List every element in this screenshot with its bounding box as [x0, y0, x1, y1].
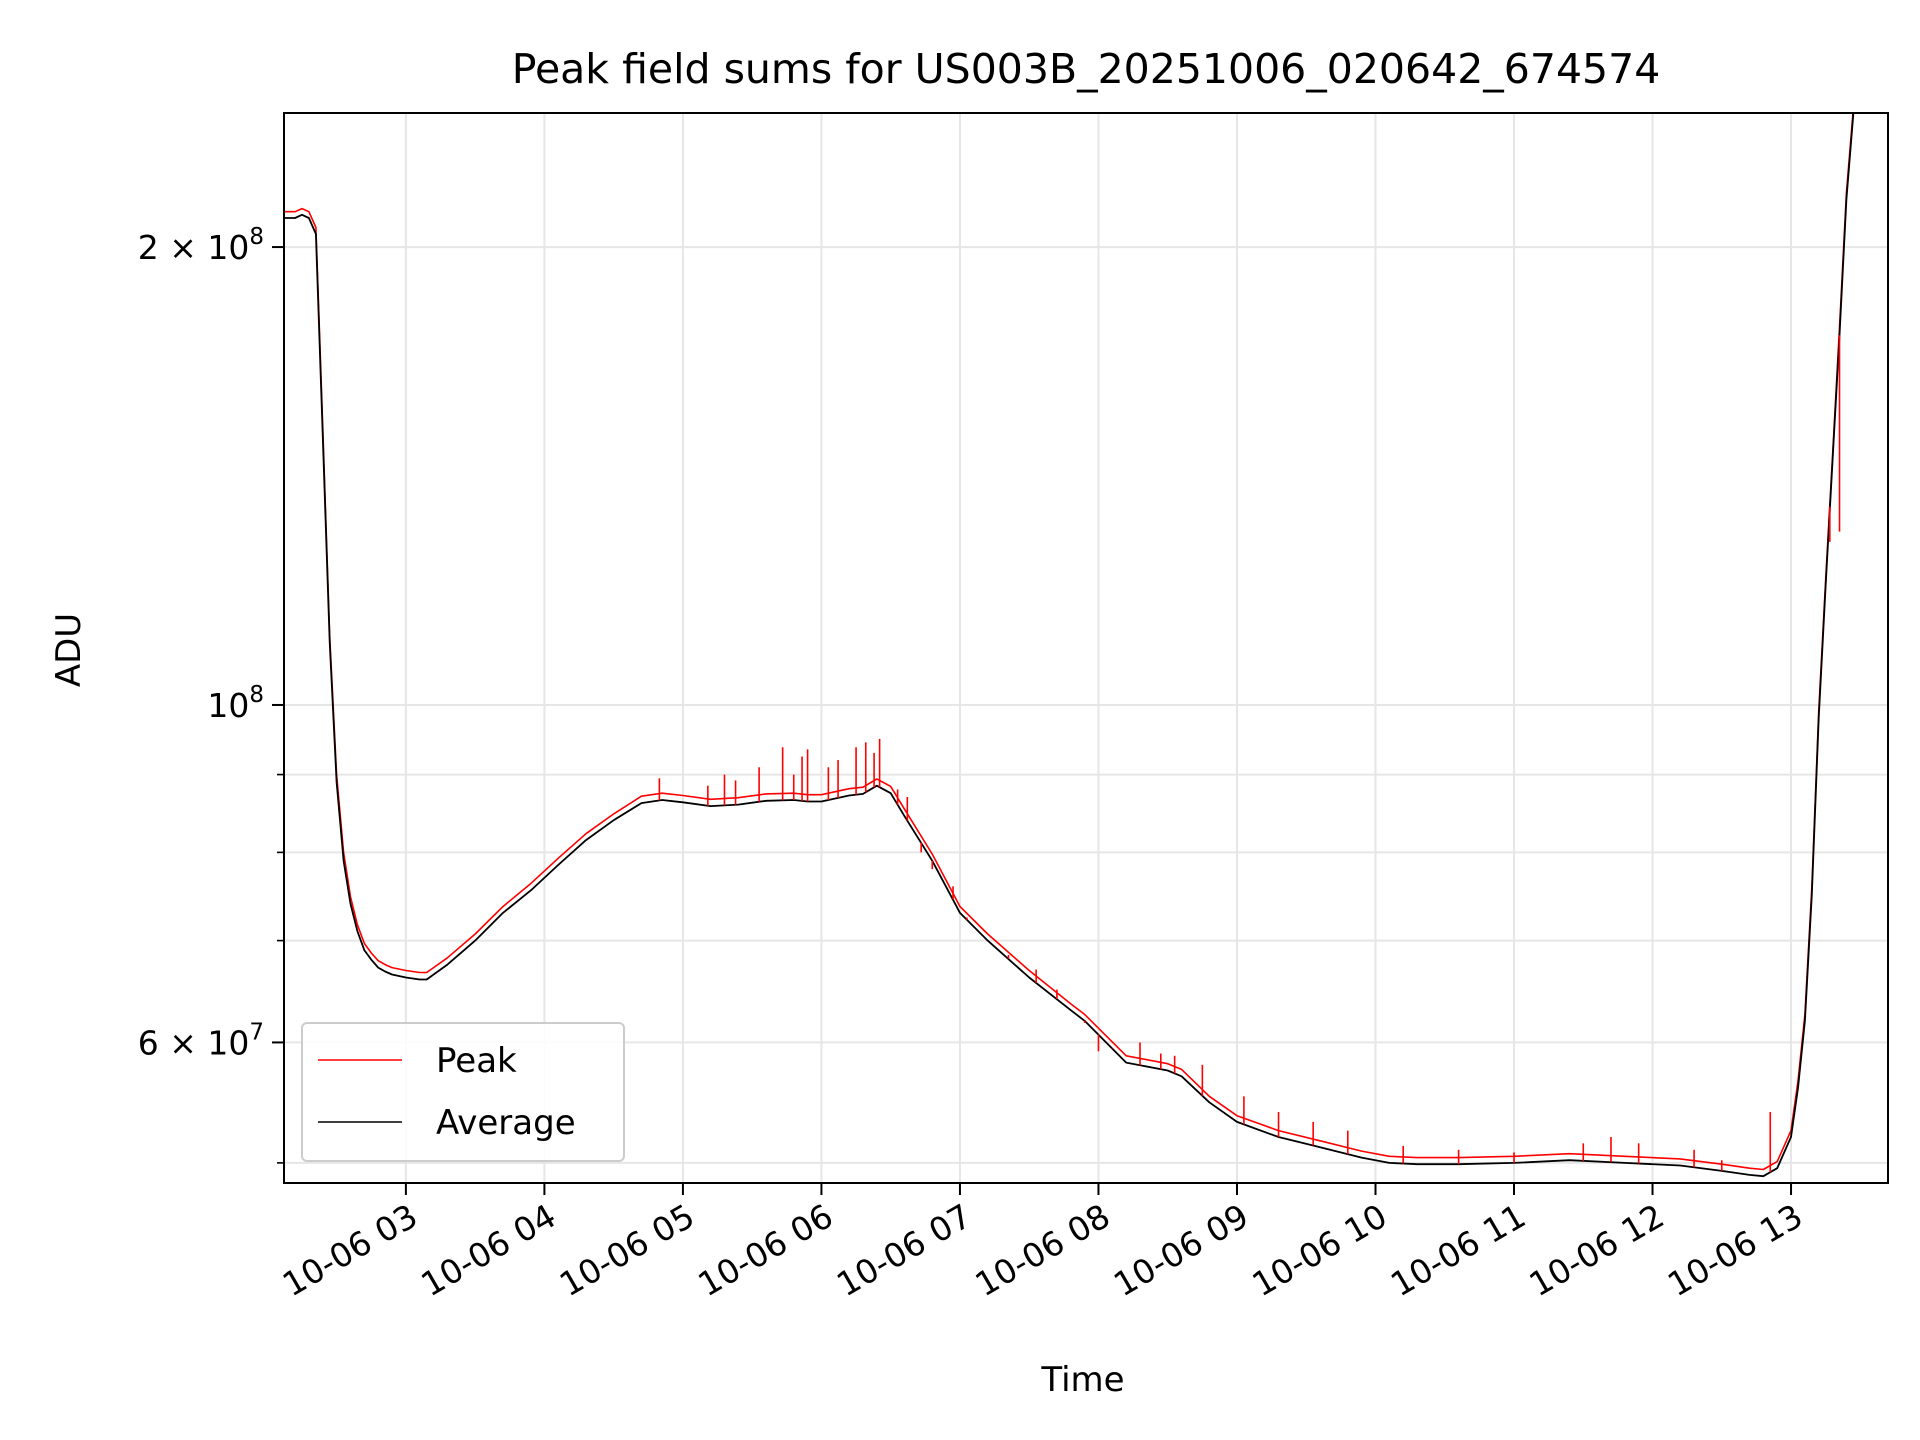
y-tick-label: 6 × 107 [138, 1019, 264, 1062]
y-axis-label: ADU [49, 613, 89, 687]
series-line-average [284, 113, 1855, 1178]
legend-peak-label: Peak [436, 1041, 517, 1081]
chart-title: Peak field sums for US003B_20251006_0206… [512, 45, 1661, 93]
y-axis: 108 2 × 108 6 × 107 [138, 224, 284, 1164]
legend-average-label: Average [436, 1103, 576, 1143]
grid [284, 113, 1888, 1183]
legend-box [301, 1022, 625, 1162]
y-tick-label: 2 × 108 [138, 224, 264, 267]
plot-series-group [284, 113, 1855, 1178]
legend: Peak Average [301, 1022, 625, 1162]
plot-frame [283, 112, 1889, 1184]
series-line-peak [284, 113, 1854, 1171]
x-axis-label: Time [1040, 1360, 1124, 1400]
y-tick-label: 108 [207, 682, 264, 725]
